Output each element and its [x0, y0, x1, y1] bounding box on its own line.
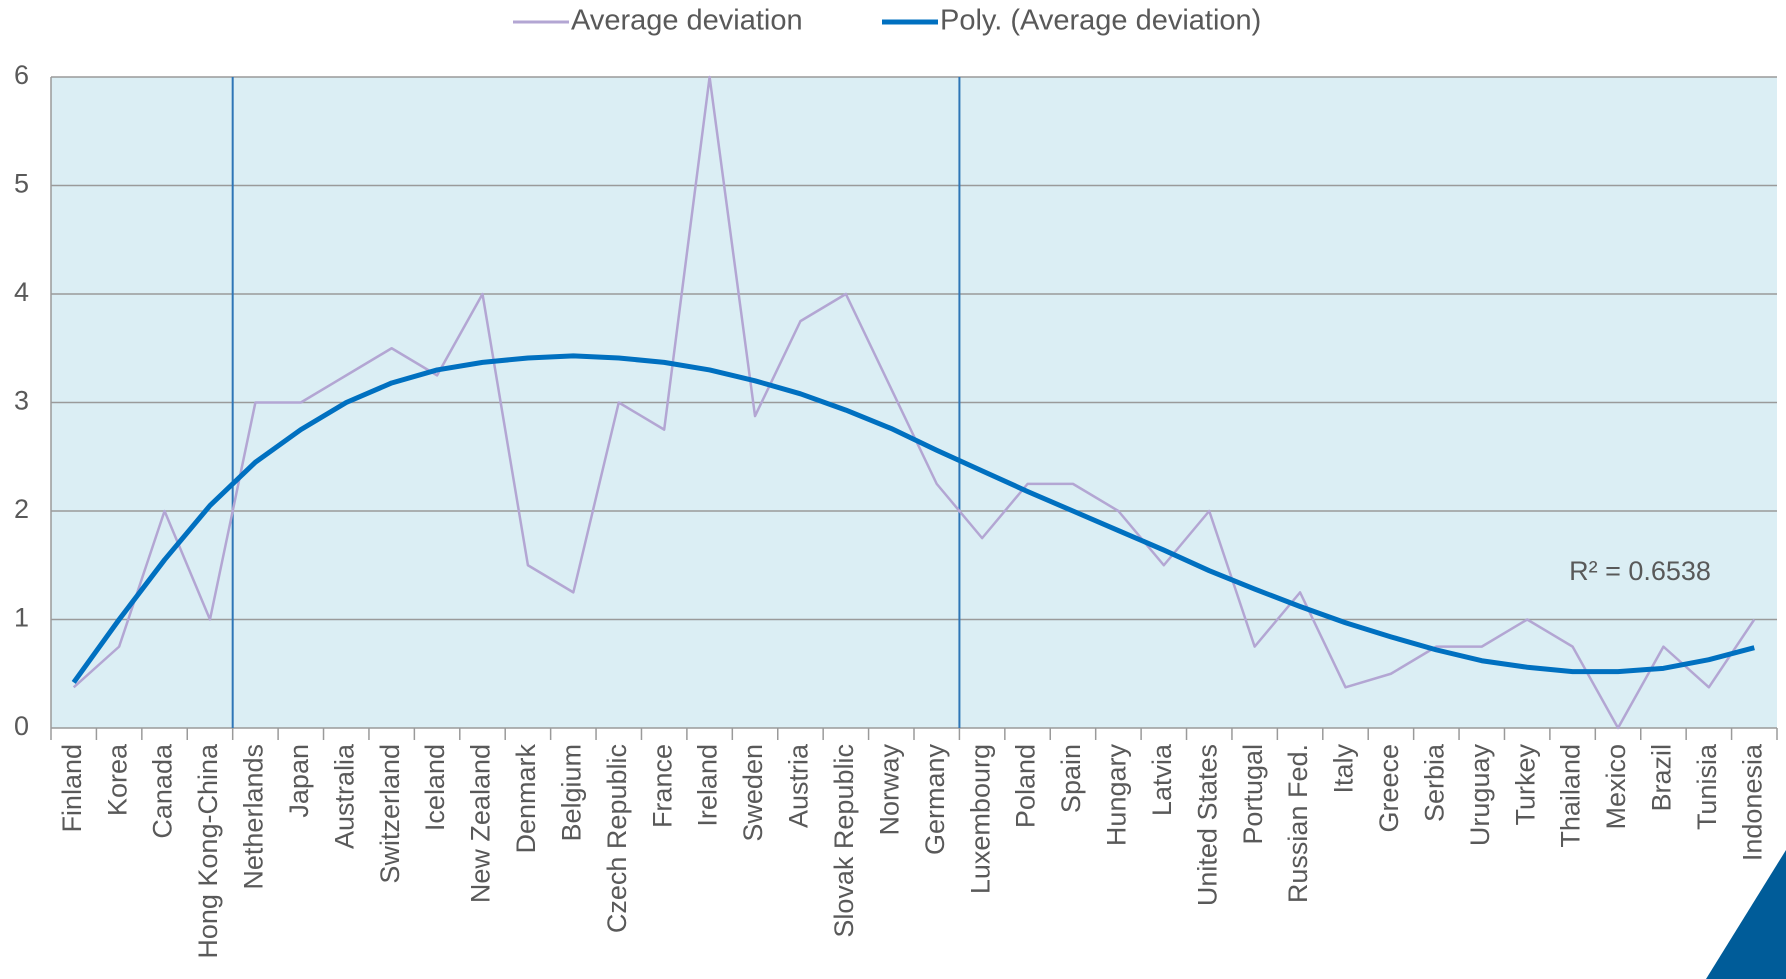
- x-tick-label: Indonesia: [1737, 743, 1767, 861]
- x-tick-label: Hungary: [1102, 744, 1132, 847]
- x-tick-label: Luxembourg: [965, 744, 995, 894]
- trend-line: [71, 353, 1755, 684]
- x-tick-label: Italy: [1329, 744, 1359, 794]
- x-tick-label: Brazil: [1647, 744, 1677, 812]
- x-tick-label: Australia: [329, 743, 359, 849]
- x-tick-label: New Zealand: [466, 744, 496, 903]
- x-tick-label: United States: [1192, 744, 1222, 906]
- x-tick-label: Sweden: [738, 744, 768, 842]
- corner-decoration: [1706, 850, 1786, 979]
- x-tick-label: Turkey: [1510, 744, 1540, 826]
- x-tick-label: Portugal: [1238, 744, 1268, 845]
- x-tick-label: Uruguay: [1465, 744, 1495, 847]
- x-tick-label: Spain: [1056, 744, 1086, 813]
- x-tick-label: Korea: [102, 743, 132, 816]
- x-tick-label: Hong Kong-China: [193, 743, 223, 959]
- x-tick-label: Latvia: [1147, 743, 1177, 816]
- r-squared: R² = 0.6538: [1569, 556, 1711, 586]
- x-tick-label: Iceland: [420, 744, 450, 831]
- x-tick-label: Tunisia: [1692, 743, 1722, 830]
- x-tick-label: Finland: [57, 744, 87, 833]
- x-tick-label: Serbia: [1419, 743, 1449, 822]
- x-tick-label: Austria: [784, 743, 814, 828]
- y-tick-label: 6: [14, 60, 29, 90]
- x-tick-label: Switzerland: [375, 744, 405, 884]
- x-tick-label: Poland: [1011, 744, 1041, 828]
- y-tick-label: 0: [14, 711, 29, 741]
- x-tick-label: Belgium: [556, 744, 586, 842]
- x-tick-label: Denmark: [511, 744, 541, 854]
- x-tick-label: Netherlands: [239, 744, 269, 890]
- data-line: [72, 75, 1756, 730]
- legend-label: Average deviation: [571, 5, 803, 37]
- y-tick-label: 1: [14, 603, 29, 633]
- x-tick-label: Russian Fed.: [1283, 744, 1313, 903]
- x-tick-label: Mexico: [1601, 744, 1631, 830]
- legend-label: Poly. (Average deviation): [940, 5, 1261, 37]
- x-tick-label: Czech Republic: [602, 744, 632, 933]
- x-tick-label: Germany: [920, 744, 950, 856]
- y-tick-label: 2: [14, 494, 29, 524]
- x-tick-label: Thailand: [1556, 744, 1586, 848]
- y-tick-label: 5: [14, 169, 29, 199]
- x-tick-label: Japan: [284, 744, 314, 818]
- x-tick-label: Canada: [148, 743, 178, 839]
- x-tick-label: France: [647, 744, 677, 828]
- y-tick-label: 3: [14, 386, 29, 416]
- x-tick-label: Ireland: [693, 744, 723, 827]
- x-tick-label: Greece: [1374, 744, 1404, 833]
- y-tick-label: 4: [14, 277, 29, 307]
- x-tick-label: Slovak Republic: [829, 744, 859, 938]
- x-tick-label: Norway: [874, 744, 904, 836]
